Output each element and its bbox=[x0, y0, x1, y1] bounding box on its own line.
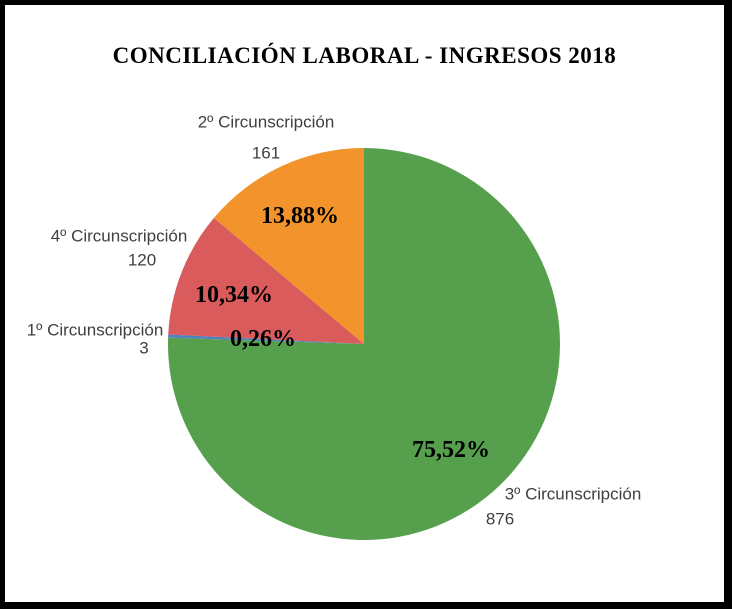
slice-percent-2-circunscripcion: 13,88% bbox=[261, 203, 339, 229]
pie-slice-3-circunscripcion bbox=[167, 148, 560, 541]
slice-percent-4-circunscripcion: 10,34% bbox=[195, 282, 273, 308]
slice-value-1-circunscripcion: 3 bbox=[139, 338, 149, 358]
slice-value-2-circunscripcion: 161 bbox=[251, 143, 281, 163]
pie-chart bbox=[167, 148, 560, 541]
slice-percent-3-circunscripcion: 75,52% bbox=[412, 437, 490, 463]
slice-value-3-circunscripcion: 876 bbox=[485, 509, 515, 529]
pie-slice-2-circunscripcion bbox=[213, 148, 364, 344]
pie-slice-1-circunscripcion bbox=[168, 334, 364, 344]
slice-label-3-circunscripcion: 3º Circunscripción bbox=[504, 484, 642, 504]
chart-title: CONCILIACIÓN LABORAL - INGRESOS 2018 bbox=[112, 43, 617, 68]
slice-label-2-circunscripcion: 2º Circunscripción bbox=[197, 112, 335, 132]
slice-value-4-circunscripcion: 120 bbox=[127, 250, 157, 270]
slice-label-1-circunscripcion: 1º Circunscripción bbox=[26, 320, 164, 340]
slice-label-4-circunscripcion: 4º Circunscripción bbox=[50, 226, 188, 246]
slice-percent-1-circunscripcion: 0,26% bbox=[230, 326, 296, 352]
pie-slice-4-circunscripcion bbox=[168, 217, 364, 344]
